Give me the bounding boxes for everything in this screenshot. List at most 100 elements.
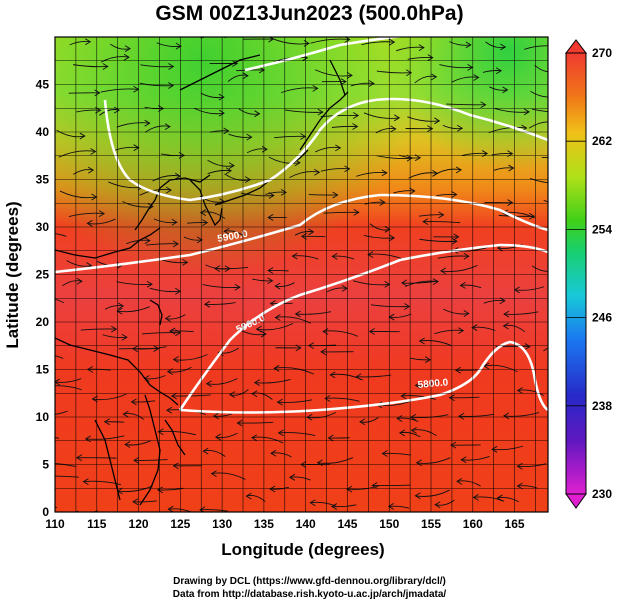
colorbar-tick-label: 270 bbox=[592, 46, 612, 60]
streamline-arrow bbox=[381, 169, 388, 177]
streamline-arrow bbox=[346, 71, 353, 79]
streamline bbox=[171, 394, 211, 397]
streamline bbox=[483, 299, 505, 304]
streamline-arrow bbox=[122, 410, 129, 418]
streamline-arrow bbox=[178, 152, 185, 159]
streamline-arrow bbox=[236, 419, 243, 427]
streamline bbox=[310, 38, 350, 44]
streamline-arrow bbox=[398, 429, 406, 437]
streamline bbox=[214, 267, 249, 270]
streamline-arrow bbox=[223, 227, 230, 235]
x-tick-label: 110 bbox=[45, 517, 65, 531]
x-tick-label: 165 bbox=[505, 517, 525, 531]
streamline-arrow bbox=[422, 218, 429, 226]
streamline-arrow bbox=[548, 268, 553, 274]
streamline-arrow bbox=[182, 258, 189, 266]
streamline bbox=[149, 287, 181, 293]
streamline bbox=[80, 328, 117, 331]
streamline-arrow bbox=[132, 498, 139, 506]
streamline bbox=[116, 281, 153, 286]
streamline-arrow bbox=[270, 449, 277, 457]
streamline-arrow bbox=[331, 253, 338, 260]
streamline-arrow bbox=[228, 391, 236, 399]
streamline bbox=[346, 485, 379, 490]
streamline-arrow bbox=[234, 283, 241, 291]
streamline bbox=[117, 485, 153, 493]
streamline bbox=[141, 332, 181, 335]
streamline bbox=[320, 168, 350, 172]
streamline-arrow bbox=[457, 124, 464, 132]
streamline bbox=[443, 308, 469, 315]
streamline-arrow bbox=[214, 265, 221, 272]
streamline-arrow bbox=[454, 366, 462, 374]
streamline bbox=[397, 417, 419, 422]
contour-5900-a bbox=[55, 193, 548, 274]
streamline-arrow bbox=[508, 164, 515, 172]
streamline-arrow bbox=[172, 356, 179, 363]
streamline-arrow bbox=[450, 441, 457, 449]
streamline bbox=[134, 459, 168, 461]
streamline bbox=[224, 230, 243, 236]
contour-label: 5900.0 bbox=[217, 229, 249, 245]
streamline-arrow bbox=[471, 324, 478, 331]
streamline-arrow bbox=[255, 325, 262, 333]
streamline-arrow bbox=[167, 505, 174, 512]
streamline bbox=[254, 379, 291, 384]
streamline-arrow bbox=[507, 199, 514, 207]
streamline-arrow bbox=[169, 327, 176, 335]
streamline bbox=[326, 287, 348, 293]
x-tick-label: 155 bbox=[421, 517, 441, 531]
streamline-arrow bbox=[340, 78, 347, 85]
streamline-arrow bbox=[368, 80, 375, 87]
streamline-arrow bbox=[156, 486, 163, 494]
x-tick-label: 115 bbox=[87, 517, 107, 531]
streamline-arrow bbox=[330, 503, 338, 510]
streamline bbox=[116, 122, 150, 128]
streamline-arrow bbox=[130, 398, 137, 406]
streamline bbox=[200, 509, 228, 512]
streamline-arrow bbox=[480, 101, 487, 109]
streamline-arrow bbox=[451, 191, 458, 198]
streamline-arrow bbox=[439, 267, 447, 275]
x-tick-label: 145 bbox=[337, 517, 357, 531]
page-title: GSM 00Z13Jun2023 (500.0hPa) bbox=[155, 2, 464, 25]
streamline-arrow bbox=[274, 282, 281, 290]
streamline bbox=[183, 236, 203, 241]
streamline bbox=[332, 255, 355, 260]
streamline-arrow bbox=[414, 381, 421, 389]
streamline-arrow bbox=[294, 310, 301, 318]
streamline-arrow bbox=[55, 378, 60, 386]
streamline-arrow bbox=[43, 296, 48, 302]
streamline-arrow bbox=[312, 84, 319, 92]
streamline bbox=[407, 56, 433, 60]
streamline bbox=[503, 412, 540, 417]
streamline bbox=[393, 190, 415, 194]
streamline-arrow bbox=[396, 415, 403, 422]
streamline-arrow bbox=[291, 252, 298, 260]
y-tick-label: 40 bbox=[36, 125, 50, 139]
colorbar-tick-label: 230 bbox=[592, 487, 612, 501]
streamline bbox=[256, 323, 294, 331]
streamline-arrow bbox=[123, 53, 130, 61]
streamline-arrow bbox=[133, 456, 140, 464]
streamline-arrow bbox=[203, 300, 211, 308]
streamline-arrow bbox=[246, 133, 253, 141]
streamline-arrow bbox=[320, 348, 327, 356]
streamline bbox=[323, 330, 358, 337]
streamline-arrow bbox=[277, 429, 284, 437]
streamline bbox=[485, 41, 506, 49]
streamline bbox=[227, 74, 248, 82]
streamline-arrow bbox=[458, 327, 465, 335]
streamline-arrow bbox=[324, 395, 331, 402]
streamline bbox=[370, 304, 410, 308]
streamline bbox=[213, 413, 233, 417]
streamline bbox=[401, 395, 436, 400]
streamline bbox=[460, 284, 482, 289]
streamline bbox=[153, 218, 177, 224]
y-tick-label: 5 bbox=[42, 458, 49, 472]
streamline-arrow bbox=[242, 72, 249, 80]
streamline bbox=[274, 367, 315, 375]
streamline-arrow bbox=[496, 494, 503, 502]
streamline-arrow bbox=[288, 473, 296, 481]
streamline bbox=[207, 169, 232, 175]
